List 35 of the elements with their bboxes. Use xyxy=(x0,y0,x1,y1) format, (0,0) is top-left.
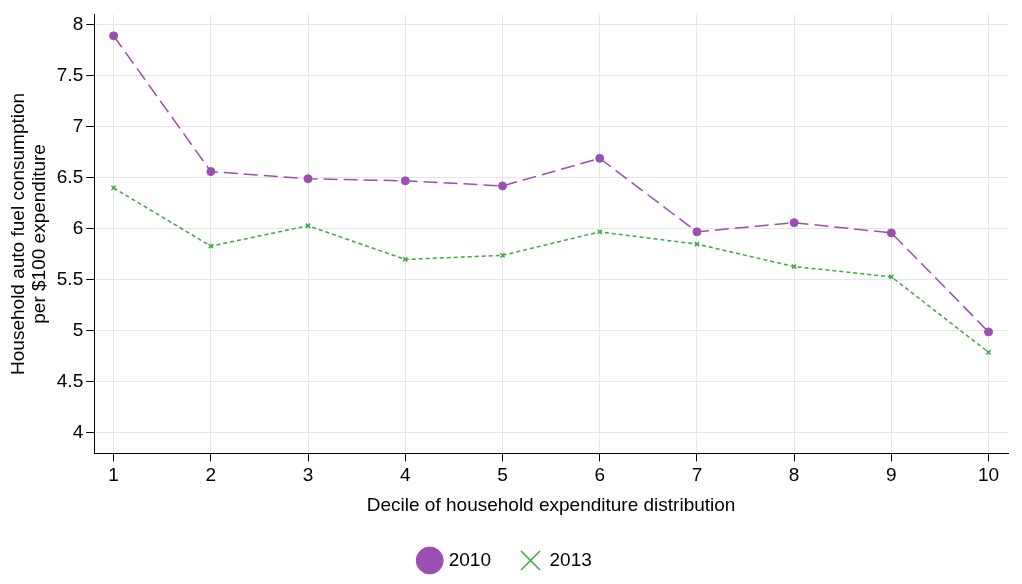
legend-label: 2010 xyxy=(448,548,492,570)
y-tick-label: 7 xyxy=(72,114,84,136)
y-tick-label: 4 xyxy=(72,421,84,443)
x-tick-label: 10 xyxy=(977,464,1000,486)
y-tick-label: 5 xyxy=(72,319,84,341)
x-tick-label: 4 xyxy=(400,464,411,486)
x-tick-label: 8 xyxy=(788,464,800,486)
x-tick-label: 1 xyxy=(108,464,119,486)
y-tick-label: 6 xyxy=(72,217,84,239)
x-axis-title: Decile of household expenditure distribution xyxy=(366,493,736,515)
point xyxy=(206,167,216,177)
x-tick-label: 3 xyxy=(302,464,314,486)
x-tick-label: 7 xyxy=(691,464,703,486)
x-tick-label: 2 xyxy=(205,464,217,486)
y-tick-label: 6.5 xyxy=(56,165,84,187)
y-tick-label: 4.5 xyxy=(56,370,84,392)
point xyxy=(303,174,313,184)
legend-label: 2013 xyxy=(549,548,592,570)
point xyxy=(984,327,994,337)
y-axis-title: Household auto fuel consumption per $100 expenditure xyxy=(6,92,49,375)
y-tick-label: 5.5 xyxy=(56,268,84,290)
y-tick-label: 8 xyxy=(72,12,84,34)
point xyxy=(694,241,700,247)
point xyxy=(498,181,507,191)
x-tick-label: 6 xyxy=(594,464,605,486)
point xyxy=(208,243,214,250)
point xyxy=(595,153,605,163)
point xyxy=(692,227,702,237)
point xyxy=(886,228,896,238)
point xyxy=(109,31,119,41)
point xyxy=(400,176,410,186)
y-tick-label: 7.5 xyxy=(56,63,84,85)
x-tick-label: 5 xyxy=(497,464,508,486)
x-tick-label: 9 xyxy=(886,464,897,486)
point xyxy=(789,218,799,228)
